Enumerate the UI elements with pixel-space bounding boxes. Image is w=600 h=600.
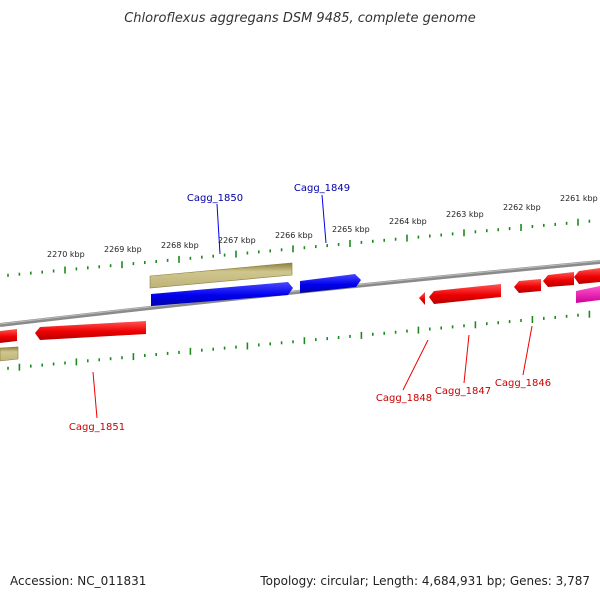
map-title: Chloroflexus aggregans DSM 9485, complet… (124, 11, 476, 26)
olive-feature-reverse[interactable] (0, 346, 19, 362)
scale-label-2263: 2263 kbp (446, 210, 484, 219)
leader-line-cagg-1850 (216, 203, 221, 255)
gene-label-cagg-1848[interactable]: Cagg_1848 (376, 393, 432, 404)
inner-scale-ticks (7, 310, 591, 371)
genome-backbone (0, 260, 600, 327)
scale-label-2265: 2265 kbp (332, 225, 370, 234)
scale-label-2262: 2262 kbp (503, 203, 541, 212)
leader-line-cagg-1849 (321, 194, 327, 244)
gene-label-cagg-1849[interactable]: Cagg_1849 (294, 183, 350, 194)
gene-cagg-1848[interactable] (419, 292, 425, 305)
gene-cagg-1847[interactable] (429, 284, 501, 304)
outer-scale-ticks (7, 218, 591, 277)
leader-line-cagg-1848 (402, 339, 429, 391)
genome-stats-text: Topology: circular; Length: 4,684,931 bp… (260, 574, 590, 588)
gene-label-cagg-1850[interactable]: Cagg_1850 (187, 193, 243, 204)
gene-cagg-1846[interactable] (514, 279, 541, 293)
olive-feature-forward[interactable] (149, 262, 293, 289)
scale-label-2261: 2261 kbp (560, 194, 598, 203)
gene-right-reverse-2[interactable] (574, 268, 600, 284)
gene-label-cagg-1846[interactable]: Cagg_1846 (495, 378, 551, 389)
scale-label-2270: 2270 kbp (47, 250, 85, 259)
gene-right-reverse-1[interactable] (543, 272, 574, 287)
scale-label-2264: 2264 kbp (389, 217, 427, 226)
scale-label-2267: 2267 kbp (218, 236, 256, 245)
scale-label-2268: 2268 kbp (161, 241, 199, 250)
leader-line-cagg-1851 (92, 371, 98, 419)
gene-label-cagg-1847[interactable]: Cagg_1847 (435, 386, 491, 397)
gene-left-edge-reverse[interactable] (0, 329, 17, 343)
gene-cagg-1849[interactable] (300, 274, 361, 293)
scale-label-2269: 2269 kbp (104, 245, 142, 254)
accession-text: Accession: NC_011831 (10, 574, 147, 588)
leader-line-cagg-1846 (522, 325, 533, 376)
gene-cagg-1850[interactable] (151, 282, 293, 306)
gene-label-cagg-1851[interactable]: Cagg_1851 (69, 422, 125, 433)
scale-label-2266: 2266 kbp (275, 231, 313, 240)
gene-cagg-1851[interactable] (35, 321, 146, 340)
leader-line-cagg-1847 (463, 334, 470, 384)
magenta-feature-forward[interactable] (576, 286, 600, 303)
